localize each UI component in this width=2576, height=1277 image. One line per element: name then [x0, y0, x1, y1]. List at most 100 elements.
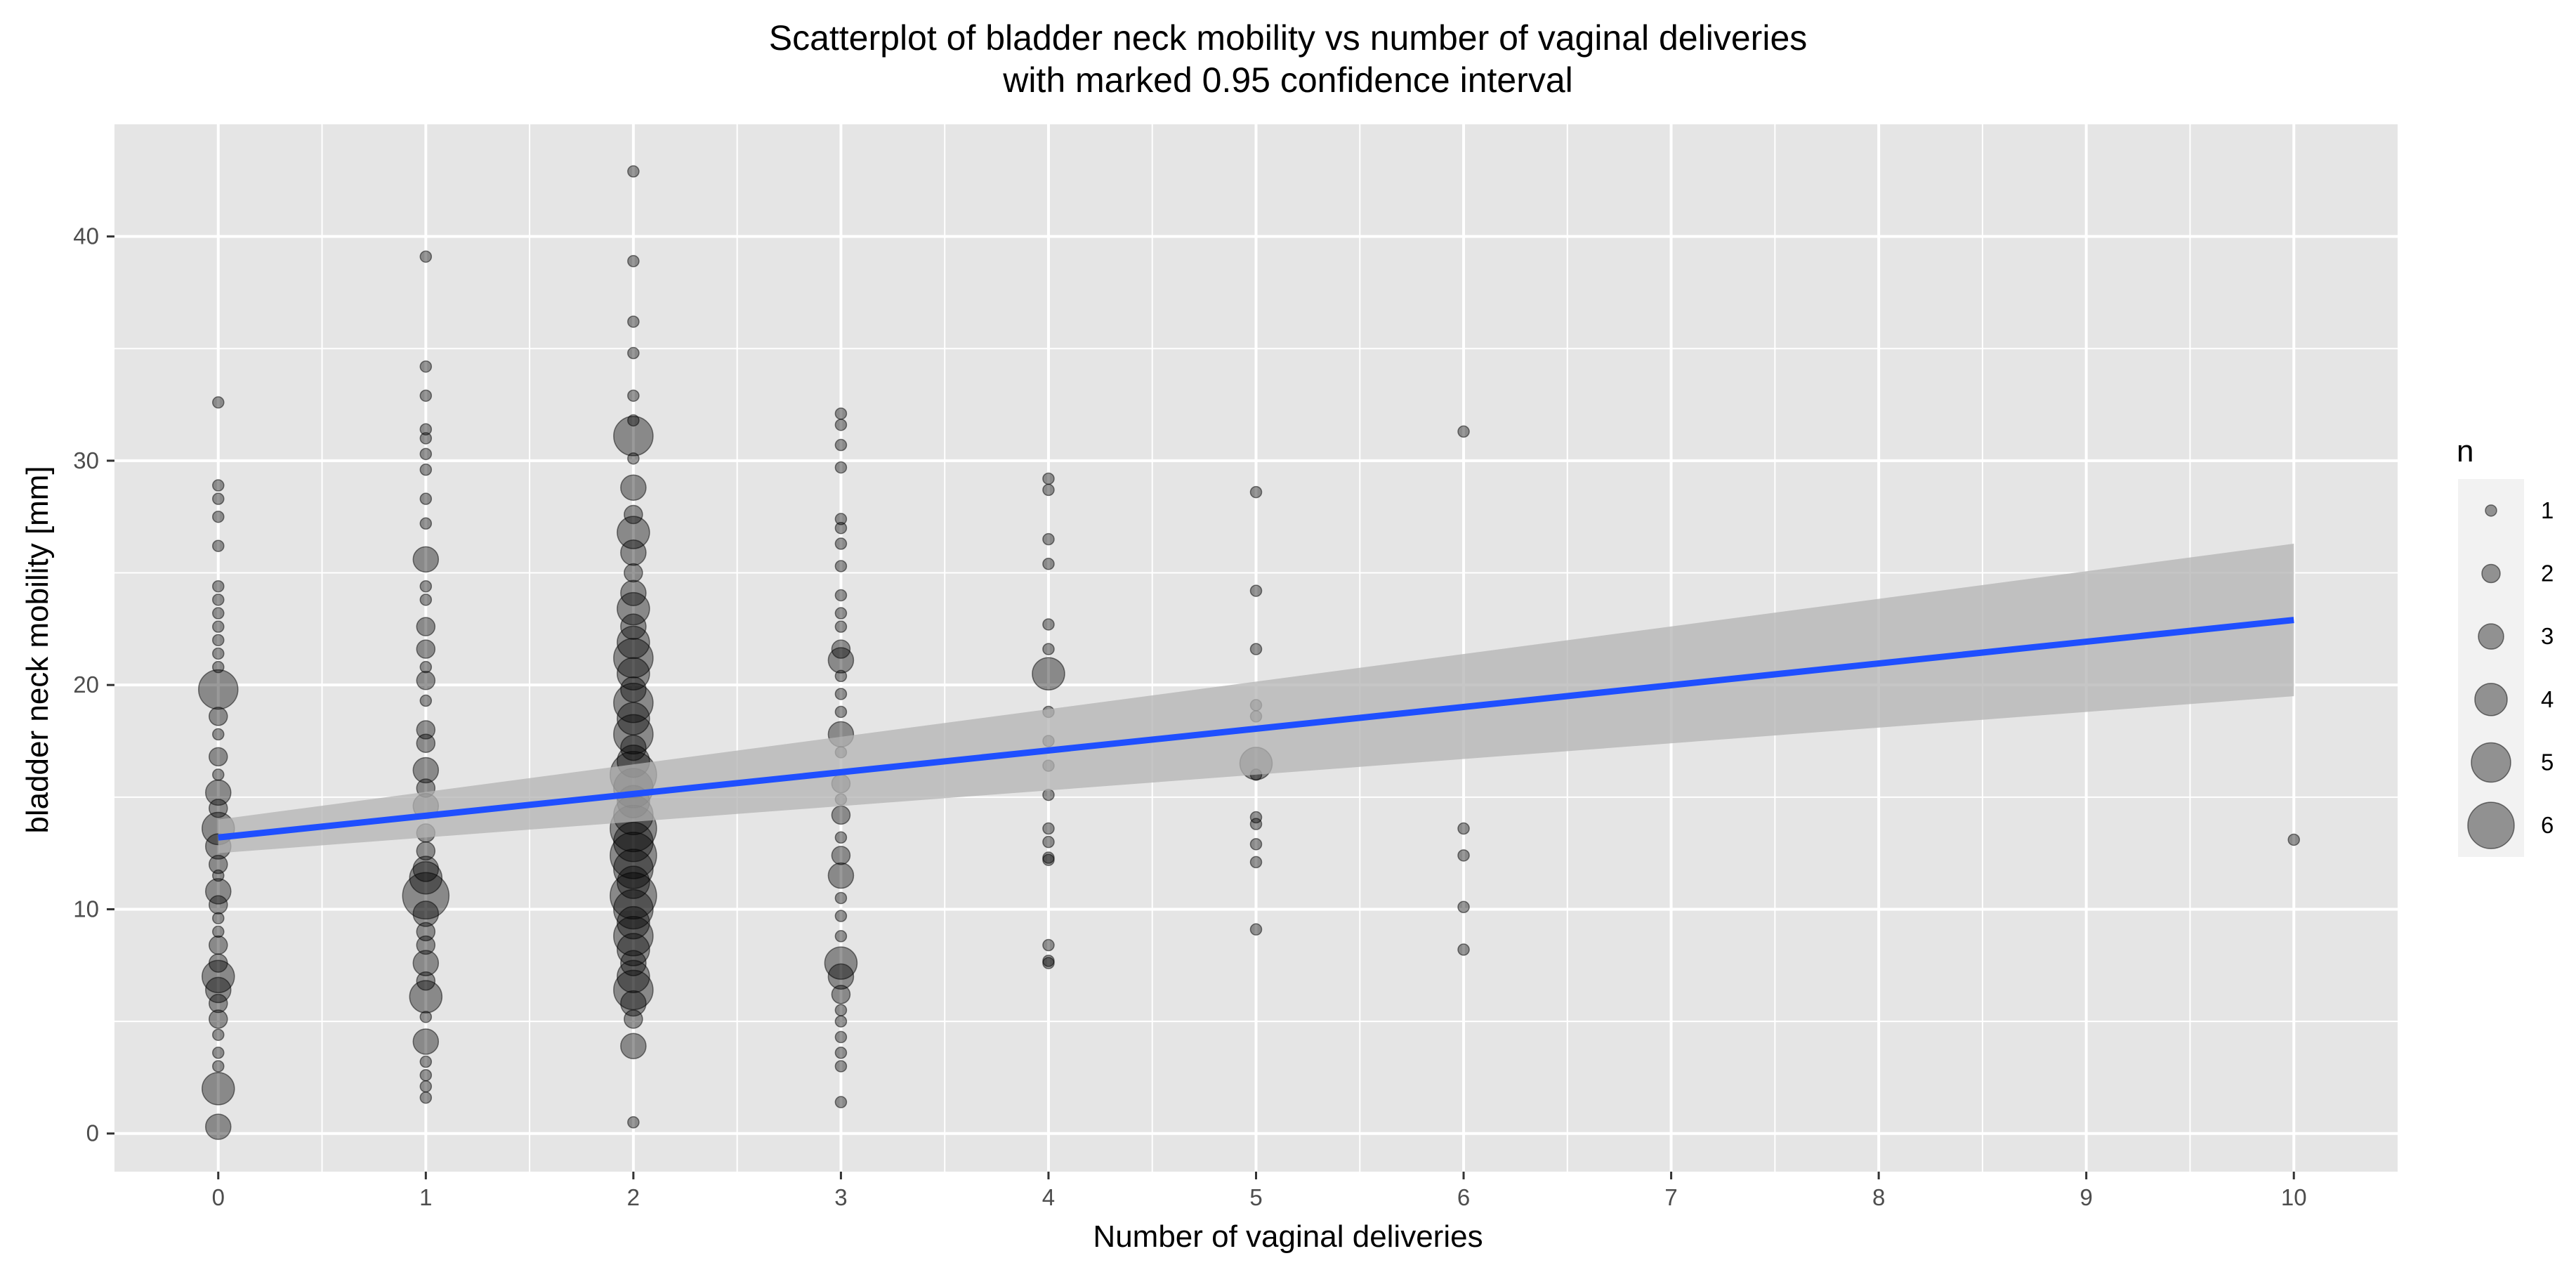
data-point: [827, 963, 855, 990]
data-point: [419, 694, 433, 707]
chart-title: Scatterplot of bladder neck mobility vs …: [768, 18, 1808, 58]
data-point: [416, 922, 436, 942]
data-point: [617, 933, 650, 967]
data-point: [834, 1015, 848, 1028]
data-point: [416, 841, 436, 861]
legend-label: 4: [2541, 686, 2554, 712]
data-point: [834, 419, 848, 431]
x-tick-label: 0: [212, 1184, 225, 1210]
data-point: [620, 1033, 647, 1059]
legend-key-circle: [2474, 683, 2508, 716]
data-point: [834, 620, 848, 633]
data-point: [613, 416, 654, 457]
legend-label: 2: [2541, 561, 2554, 587]
x-tick-label: 10: [2281, 1184, 2307, 1210]
data-point: [617, 657, 650, 690]
data-point: [1042, 938, 1055, 952]
data-point: [419, 389, 433, 402]
data-point: [419, 423, 433, 436]
data-point: [627, 346, 640, 360]
data-point: [1042, 483, 1055, 497]
data-point: [198, 669, 239, 710]
data-point: [212, 728, 225, 741]
y-tick-label: 10: [73, 896, 99, 922]
x-tick-label: 8: [1872, 1184, 1885, 1210]
legend-label: 5: [2541, 749, 2554, 775]
data-point: [212, 579, 225, 593]
data-point: [419, 1010, 433, 1023]
data-point: [620, 734, 647, 761]
data-point: [209, 854, 228, 875]
x-tick-label: 7: [1664, 1184, 1677, 1210]
data-point: [824, 946, 858, 980]
data-point: [412, 1028, 440, 1055]
data-point: [627, 389, 640, 402]
data-point: [1042, 532, 1055, 546]
data-point: [202, 1072, 235, 1106]
data-point: [419, 1091, 433, 1104]
data-point: [419, 579, 433, 593]
x-tick-label: 6: [1457, 1184, 1470, 1210]
data-point: [212, 607, 225, 620]
legend-key-circle: [2478, 623, 2504, 650]
data-point: [212, 647, 225, 660]
legend-key-circle: [2481, 563, 2501, 584]
data-point: [834, 1060, 848, 1073]
data-point: [620, 990, 647, 1017]
data-point: [831, 985, 851, 1004]
data-point: [620, 474, 647, 501]
legend-label: 1: [2541, 497, 2554, 523]
data-point: [1042, 643, 1055, 655]
data-point: [209, 1009, 228, 1029]
data-point: [624, 563, 643, 583]
data-point: [205, 779, 232, 806]
data-point: [834, 407, 848, 420]
data-point: [212, 1060, 225, 1073]
data-point: [834, 461, 848, 474]
data-point: [617, 905, 650, 940]
x-tick-label: 1: [419, 1184, 432, 1210]
data-point: [1457, 822, 1470, 835]
data-point: [613, 916, 654, 957]
data-point: [624, 1009, 643, 1029]
data-point: [209, 935, 228, 955]
data-point: [212, 539, 225, 552]
data-point: [834, 669, 848, 683]
data-point: [419, 432, 433, 445]
data-point: [409, 861, 443, 895]
data-point: [416, 639, 436, 659]
data-point: [627, 165, 640, 178]
data-point: [1042, 835, 1055, 849]
chart-subtitle: with marked 0.95 confidence interval: [1003, 60, 1573, 100]
data-point: [212, 869, 225, 882]
data-point: [416, 671, 436, 690]
data-point: [834, 560, 848, 572]
data-point: [209, 747, 228, 767]
y-tick-label: 30: [73, 447, 99, 473]
data-point: [416, 935, 436, 955]
data-point: [1249, 818, 1263, 830]
data-point: [1042, 558, 1055, 570]
data-point: [620, 950, 647, 976]
data-point: [834, 513, 848, 525]
data-point: [212, 925, 225, 938]
data-point: [834, 1096, 848, 1108]
data-point: [212, 1047, 225, 1059]
data-point: [212, 620, 225, 633]
data-point: [1042, 618, 1055, 631]
data-point: [834, 705, 848, 719]
data-point: [2287, 833, 2300, 846]
data-point: [419, 660, 433, 674]
data-point: [412, 757, 440, 784]
data-point: [613, 714, 654, 755]
data-point: [610, 832, 657, 879]
confidence-band: [218, 544, 2294, 853]
data-point: [834, 1004, 848, 1016]
data-point: [834, 1047, 848, 1059]
data-point: [419, 1068, 433, 1082]
y-tick-label: 0: [86, 1120, 99, 1146]
data-point: [831, 846, 851, 865]
data-point: [412, 901, 440, 927]
data-point: [416, 733, 436, 753]
data-point: [419, 517, 433, 530]
